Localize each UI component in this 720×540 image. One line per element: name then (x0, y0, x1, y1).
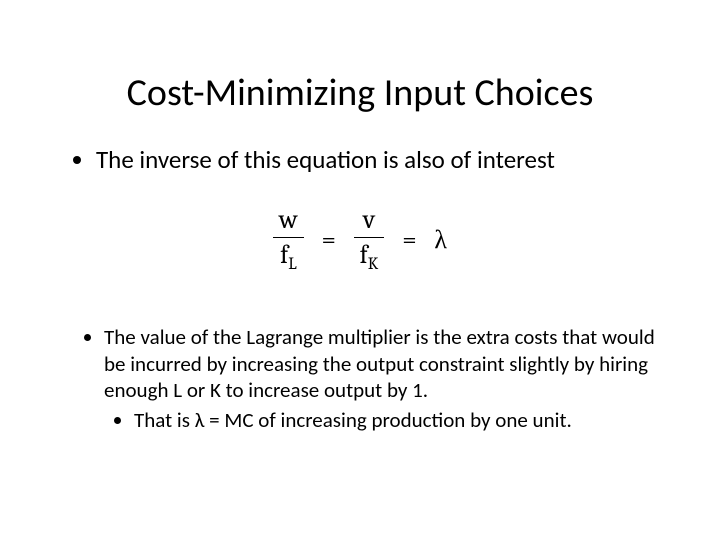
slide: Cost-Minimizing Input Choices The invers… (0, 0, 720, 540)
numerator-w: w (273, 205, 304, 237)
equals-2: = (402, 225, 416, 255)
bullet-item-2-text: The value of the Lagrange multiplier is … (104, 324, 655, 403)
bullet-list-second: The value of the Lagrange multiplier is … (60, 324, 660, 433)
bullet-item-2: The value of the Lagrange multiplier is … (104, 324, 660, 433)
sub-bullet-list: That is λ = MC of increasing production … (104, 407, 660, 433)
fraction-v-fk: v fK (354, 205, 385, 274)
den2-sub: K (368, 255, 379, 274)
numerator-v: v (354, 205, 385, 237)
lambda-symbol: λ (434, 225, 447, 255)
slide-title: Cost-Minimizing Input Choices (60, 70, 660, 116)
den2-base: f (360, 240, 368, 270)
bullet-list-top: The inverse of this equation is also of … (60, 144, 660, 175)
den1-sub: L (288, 255, 296, 274)
bullet-item-1: The inverse of this equation is also of … (96, 144, 660, 175)
denominator-fk: fK (354, 237, 385, 274)
equation: w fL = v fK = λ (60, 205, 660, 274)
denominator-fl: fL (273, 237, 304, 274)
sub-bullet-item: That is λ = MC of increasing production … (134, 407, 660, 433)
equals-1: = (322, 225, 336, 255)
fraction-w-fl: w fL (273, 205, 304, 274)
